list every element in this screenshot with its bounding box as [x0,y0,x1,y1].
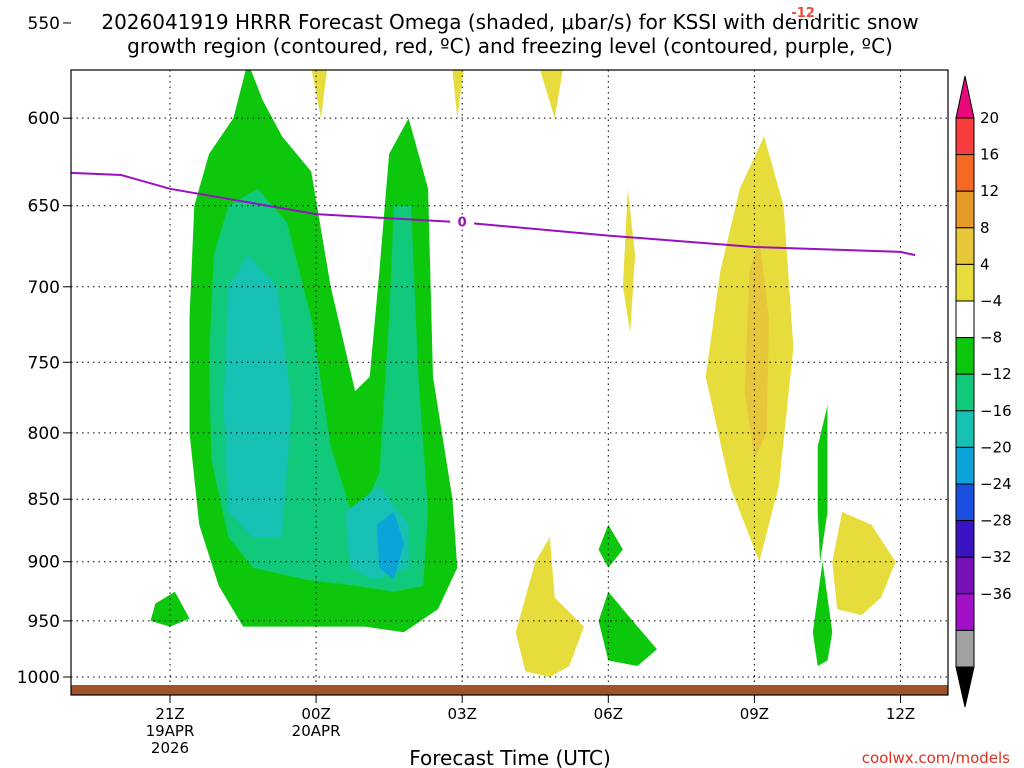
colorbar-label: 8 [980,219,990,237]
omega-region-g4 [598,591,657,666]
colorbar-label: 20 [980,109,999,127]
colorbar-swatch [955,520,975,558]
x-tick-sublabel: 19APR [146,722,195,740]
x-tick-sublabel: 20APR [292,722,341,740]
x-axis-label: Forecast Time (UTC) [409,746,611,768]
colorbar-swatch [955,556,975,595]
colorbar-swatch [955,483,975,522]
x-tick-label: 12Z [886,705,915,723]
y-tick-label: 650 [28,197,60,217]
omega-region-c4 [832,512,896,616]
omega-region-g4 [817,405,828,562]
colorbar-label: −32 [980,548,1012,566]
colorbar-label: 16 [980,146,999,164]
colorbar-swatch [955,446,975,485]
y-tick-label: 600 [28,109,60,129]
colorbar-label: −8 [980,329,1002,347]
x-tick-label: 06Z [594,705,623,723]
chart-title-line1: 2026041919 HRRR Forecast Omega (shaded, … [101,10,918,34]
colorbar-swatch [955,154,975,192]
contour-label-bg [791,4,816,19]
colorbar-label: 12 [980,182,999,200]
plot-frame [70,69,949,696]
colorbar-label: −36 [980,585,1012,603]
y-tick-label: 700 [28,278,60,298]
colorbar-swatch [955,227,975,265]
colorbar-label: −24 [980,475,1012,493]
omega-region-g4 [598,524,623,568]
contour-label-bg [450,214,475,229]
contour-labels: -18-120 [450,4,816,230]
omega-region-c4 [515,537,584,677]
ground-surface [71,685,948,695]
x-tick-label: 00Z [301,705,330,723]
colorbar-swatch [955,263,975,302]
y-tick-label: 850 [28,490,60,510]
colorbar-bottom-triangle [955,666,975,708]
y-tick-label: 750 [28,353,60,373]
y-tick-label: 1000 [17,668,60,688]
colorbar-swatch [955,190,975,229]
x-tick-sublabel: 2026 [151,739,189,757]
x-tick-label: 03Z [448,705,477,723]
chart-title-line2: growth region (contoured, red, ºC) and f… [127,34,893,58]
colorbar-label: −16 [980,402,1012,420]
colorbar-swatch [955,410,975,448]
colorbar-swatch [955,337,975,375]
omega-region-g4 [812,561,833,666]
colorbar-swatch [955,629,975,668]
x-tick-label: 21Z [155,705,184,723]
grid-lines [71,70,948,685]
omega-region-g16 [377,512,404,580]
colorbar-swatch [955,593,975,631]
omega-shading [150,70,896,677]
contour-label: -12 [791,6,815,21]
omega-region-c8 [744,238,769,460]
omega-region-c4 [540,70,563,119]
x-tick-label: 09Z [740,705,769,723]
colorbar-label: 4 [980,255,990,273]
colorbar-label: −12 [980,365,1012,383]
y-tick-label: 900 [28,553,60,573]
colorbar-label: −4 [980,292,1002,310]
colorbar-swatch [955,300,975,339]
colorbar-label: −20 [980,438,1012,456]
omega-region-g12 [223,255,292,538]
y-tick-label: 800 [28,424,60,444]
watermark-text: coolwx.com/models [862,749,1010,767]
y-tick-label: 950 [28,612,60,632]
omega-region-c4 [622,188,636,333]
y-axis: 2503003504004505005506006507007508008509… [17,14,71,688]
colorbar-swatch [955,117,975,156]
omega-region-c4 [311,70,328,119]
colorbar-swatch [955,373,975,412]
y-tick-label: 550 [28,14,60,34]
colorbar-label: −28 [980,512,1012,530]
contour-label: 0 [458,215,467,230]
colorbar: 20 16 12 8 4 −4 −8 −12 −16 −20 −24 −28 −32 −36 [955,75,1012,708]
omega-region-c4 [452,70,464,119]
